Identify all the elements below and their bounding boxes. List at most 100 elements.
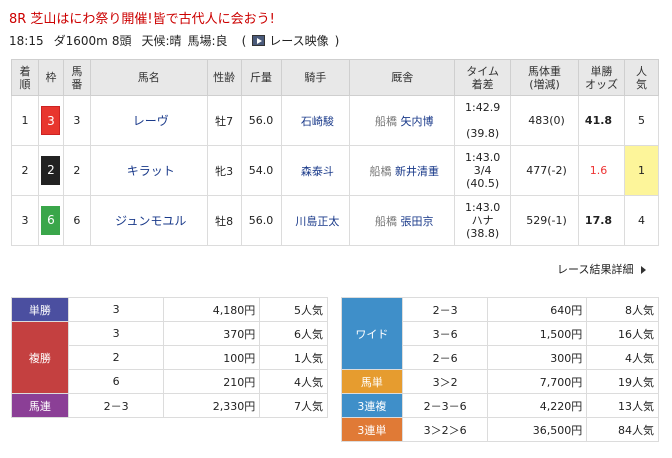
horse-name-link[interactable]: キラット	[89, 145, 208, 196]
horse-name-link[interactable]: ジュンモユル	[89, 195, 208, 246]
table-row: 3 6 6 ジュンモユル 牡8 56.0 川島正太 船橋 張田京 1:43.0 ハ…	[11, 195, 660, 246]
horse-name-link[interactable]: レーヴ	[89, 95, 208, 146]
trainer-location: 船橋	[374, 214, 397, 228]
video-icon[interactable]	[252, 35, 266, 46]
payout-amount: 210円	[163, 369, 261, 394]
waku-badge: 2	[41, 156, 61, 185]
race-track: 馬場:良	[187, 34, 228, 48]
bet-type-sanrenpuku: 3連複	[341, 393, 403, 418]
payout-combo: 2－6	[401, 345, 489, 370]
waku-badge: 3	[41, 106, 61, 135]
umaban-cell: 3	[62, 95, 91, 146]
race-course: ダ1600m	[53, 34, 108, 48]
time-cell: 1:43.0 ハナ (38.8)	[454, 195, 512, 246]
weight-cell: 483(0)	[510, 95, 580, 146]
header-pop: 人気	[623, 59, 660, 96]
jockey-link[interactable]: 石崎駿	[280, 95, 351, 146]
payout-amount: 300円	[487, 345, 588, 370]
pop-cell: 4	[623, 195, 660, 246]
kinryo-cell: 56.0	[240, 95, 282, 146]
payout-row: 3連複 2－3－6 4,220円 13人気	[341, 393, 659, 418]
payout-combo: 3＞2＞6	[401, 417, 489, 442]
trainer-link[interactable]: 矢内博	[400, 114, 434, 128]
odds-cell: 17.8	[578, 195, 625, 246]
waku-cell: 6	[37, 195, 64, 246]
arrow-right-icon	[641, 266, 647, 274]
header-trainer: 厩舎	[349, 59, 456, 96]
trainer-link[interactable]: 新井清重	[394, 164, 439, 178]
race-details-link[interactable]: レース結果詳細	[557, 261, 647, 277]
jockey-link[interactable]: 川島正太	[280, 195, 351, 246]
weight-cell: 529(-1)	[510, 195, 580, 246]
payout-amount: 370円	[163, 321, 261, 346]
payout-combo: 2－3	[67, 393, 165, 418]
payout-combo: 3	[67, 321, 165, 346]
header-jockey: 騎手	[280, 59, 351, 96]
header-name: 馬名	[89, 59, 208, 96]
payout-amount: 640円	[487, 297, 588, 322]
payout-combo: 3＞2	[401, 369, 489, 394]
race-time: 18:15	[9, 33, 44, 48]
video-link[interactable]: レース映像	[269, 34, 329, 48]
bet-type-sanrentan: 3連単	[341, 417, 403, 442]
table-row: 1 3 3 レーヴ 牡7 56.0 石崎駿 船橋 矢内博 1:42.9 (39.8…	[11, 95, 660, 146]
payout-popularity: 19人気	[586, 369, 659, 394]
payout-popularity: 8人気	[586, 297, 659, 322]
payout-amount: 36,500円	[487, 417, 588, 442]
bet-type-wide: ワイド	[341, 297, 403, 370]
umaban-cell: 6	[62, 195, 91, 246]
payout-amount: 100円	[163, 345, 261, 370]
rank-cell: 3	[11, 195, 39, 246]
payout-amount: 1,500円	[487, 321, 588, 346]
bet-type-umatan: 馬単	[341, 369, 403, 394]
kinryo-cell: 56.0	[240, 195, 282, 246]
race-weather: 天候:晴	[141, 34, 182, 48]
trainer-link[interactable]: 張田京	[400, 214, 434, 228]
race-heads: 8頭	[111, 34, 132, 48]
payout-row: 馬連 2－3 2,330円 7人気	[11, 393, 328, 418]
odds-cell: 1.6	[578, 145, 625, 196]
header-sexage: 性齢	[206, 59, 242, 96]
payout-popularity: 13人気	[586, 393, 659, 418]
payout-row: 3－6 1,500円 16人気	[342, 321, 659, 346]
payout-amount: 4,180円	[163, 297, 261, 322]
umaban-cell: 2	[62, 145, 91, 196]
waku-cell: 2	[37, 145, 64, 196]
bet-type-fukusho: 複勝	[11, 321, 69, 394]
table-row: 2 2 2 キラット 牝3 54.0 森泰斗 船橋 新井清重 1:43.0 3/4…	[11, 145, 660, 196]
header-rank: 着順	[11, 59, 39, 96]
header-weight: 馬体重 (増減)	[510, 59, 580, 96]
payout-amount: 2,330円	[163, 393, 261, 418]
header-odds: 単勝 オッズ	[578, 59, 625, 96]
waku-cell: 3	[37, 95, 64, 146]
results-table: 着順 枠 馬番 馬名 性齢 斤量 騎手 厩舎 タイム 着差 馬体重 (増減) 単勝オ…	[11, 59, 660, 246]
payout-row: 2 100円 1人気	[12, 345, 328, 370]
header-waku: 枠	[37, 59, 64, 96]
sexage-cell: 牡8	[206, 195, 242, 246]
payout-amount: 4,220円	[487, 393, 588, 418]
jockey-link[interactable]: 森泰斗	[280, 145, 351, 196]
payout-combo: 2－3	[401, 297, 489, 322]
weight-cell: 477(-2)	[510, 145, 580, 196]
rank-cell: 2	[11, 145, 39, 196]
trainer-location: 船橋	[369, 164, 392, 178]
payout-popularity: 1人気	[259, 345, 328, 370]
payout-row: 馬単 3＞2 7,700円 19人気	[341, 369, 659, 394]
video-open-paren: (	[241, 33, 247, 48]
odds-cell: 41.8	[578, 95, 625, 146]
race-meta: 18:15 ダ1600m 8頭 天候:晴 馬場:良 ( レース映像 )	[9, 32, 339, 49]
bet-type-umaren: 馬連	[11, 393, 69, 418]
payout-row: 3連単 3＞2＞6 36,500円 84人気	[341, 417, 659, 442]
rank-cell: 1	[11, 95, 39, 146]
kinryo-cell: 54.0	[240, 145, 282, 196]
payout-popularity: 6人気	[259, 321, 328, 346]
payout-popularity: 84人気	[586, 417, 659, 442]
payout-amount: 7,700円	[487, 369, 588, 394]
header-kinryo: 斤量	[240, 59, 282, 96]
payout-table-left: 単勝 3 4,180円 5人気 複勝 3 370円 6人気 2 100円 1人気…	[11, 297, 328, 418]
trainer-cell: 船橋 矢内博	[349, 95, 456, 146]
payout-combo: 2	[67, 345, 165, 370]
payout-table-right: ワイド 2－3 640円 8人気 3－6 1,500円 16人気 2－6 300…	[341, 297, 659, 442]
trainer-location: 船橋	[374, 114, 397, 128]
trainer-cell: 船橋 新井清重	[349, 145, 456, 196]
